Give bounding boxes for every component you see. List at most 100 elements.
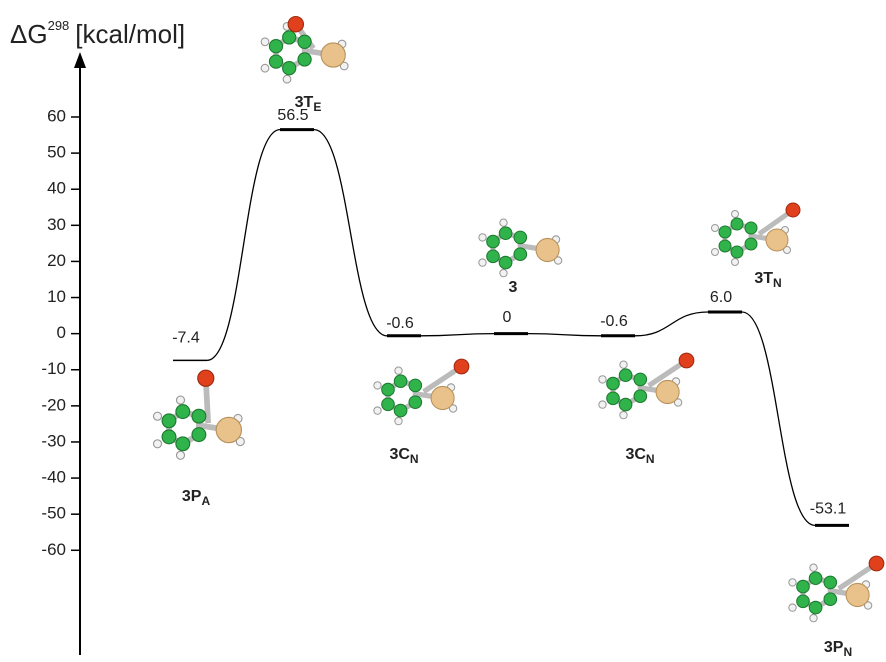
connector [635, 312, 708, 336]
y-tick-label: 10 [47, 287, 66, 306]
state-name: 3P [824, 639, 844, 656]
carbon [409, 379, 422, 392]
hydrogen [810, 614, 817, 621]
carbon [745, 238, 757, 250]
carbon [634, 373, 647, 386]
y-tick-label: -10 [41, 359, 66, 378]
state-label: 3TN [754, 270, 781, 290]
value-label: 6.0 [710, 289, 732, 306]
connector [421, 334, 494, 336]
hydrogen [732, 211, 739, 218]
molecule [153, 370, 244, 459]
y-tick-label: -60 [41, 540, 66, 559]
value-label: -0.6 [600, 313, 628, 330]
y-tick-label: -20 [41, 395, 66, 414]
carbon [382, 398, 395, 411]
hydrogen [261, 38, 269, 46]
y-tick-label: 0 [57, 323, 66, 342]
carbon [162, 430, 176, 444]
axis-arrow [74, 52, 86, 68]
molecule [789, 556, 884, 622]
hydrogen [395, 417, 402, 424]
hydrogen [712, 225, 719, 232]
y-tick-label: 20 [47, 251, 66, 270]
y-axis-symbol: ΔG [10, 19, 48, 49]
oxygen [679, 353, 694, 368]
oxygen [786, 203, 800, 217]
carbon [731, 218, 743, 230]
carbon [514, 248, 527, 261]
hydrogen [789, 579, 796, 586]
hydrogen [712, 249, 719, 256]
phosphorus [216, 417, 241, 442]
oxygen [454, 359, 469, 374]
phosphorus [846, 583, 869, 606]
molecule [261, 17, 348, 84]
carbon [382, 383, 395, 396]
phosphorus [536, 238, 559, 261]
carbon [298, 35, 311, 48]
carbon [162, 414, 176, 428]
y-axis-unit: [kcal/mol] [75, 19, 185, 49]
carbon [487, 235, 500, 248]
carbon [487, 250, 500, 263]
molecule [479, 219, 562, 277]
y-axis-title: ΔG298[kcal/mol] [10, 18, 185, 48]
value-label: 0 [503, 309, 512, 326]
phosphorus [431, 386, 454, 409]
hydrogen [479, 259, 486, 266]
phosphorus [656, 380, 679, 403]
carbon [394, 404, 407, 417]
y-tick-label: -50 [41, 504, 66, 523]
state-subscript: N [843, 645, 852, 659]
carbon [514, 231, 527, 244]
carbon [192, 409, 206, 423]
value-label: -7.4 [172, 330, 200, 347]
carbon [719, 226, 731, 238]
carbon [298, 53, 311, 66]
value-label: -0.6 [386, 315, 414, 332]
carbon [499, 227, 512, 240]
carbon [809, 601, 822, 614]
connector [742, 312, 815, 525]
carbon [409, 396, 422, 409]
connector [528, 334, 601, 336]
chart: ΔG298[kcal/mol] 6050403020100-10-20-30-4… [0, 0, 886, 662]
state-name: 3C [389, 446, 410, 463]
oxygen [869, 556, 884, 571]
state-name: 3 [509, 279, 518, 296]
carbon [824, 576, 837, 589]
carbon [719, 240, 731, 252]
state-subscript: N [773, 276, 782, 290]
carbon [283, 31, 296, 44]
hydrogen [374, 382, 381, 389]
hydrogen [176, 451, 184, 459]
hydrogen [374, 407, 381, 414]
carbon [499, 256, 512, 269]
carbon [745, 222, 757, 234]
state-name: 3P [182, 488, 202, 505]
carbon [607, 377, 620, 390]
hydrogen [599, 376, 606, 383]
state-subscript: E [313, 100, 321, 114]
carbon [192, 428, 206, 442]
hydrogen [176, 396, 184, 404]
state-label: 3PA [182, 488, 211, 508]
hydrogen [599, 401, 606, 408]
state-label: 3 [509, 279, 518, 296]
phosphorus [321, 43, 345, 67]
carbon [607, 392, 620, 405]
value-label: -53.1 [810, 501, 847, 518]
y-tick-label: 50 [47, 143, 66, 162]
carbon [394, 375, 407, 388]
carbon [269, 55, 282, 68]
carbon [797, 595, 810, 608]
carbon [619, 398, 632, 411]
molecule [374, 359, 469, 425]
state-subscript: N [646, 452, 655, 466]
carbon [797, 580, 810, 593]
hydrogen [500, 269, 507, 276]
carbon [731, 246, 743, 258]
phosphorus [766, 229, 788, 251]
hydrogen [261, 64, 269, 72]
